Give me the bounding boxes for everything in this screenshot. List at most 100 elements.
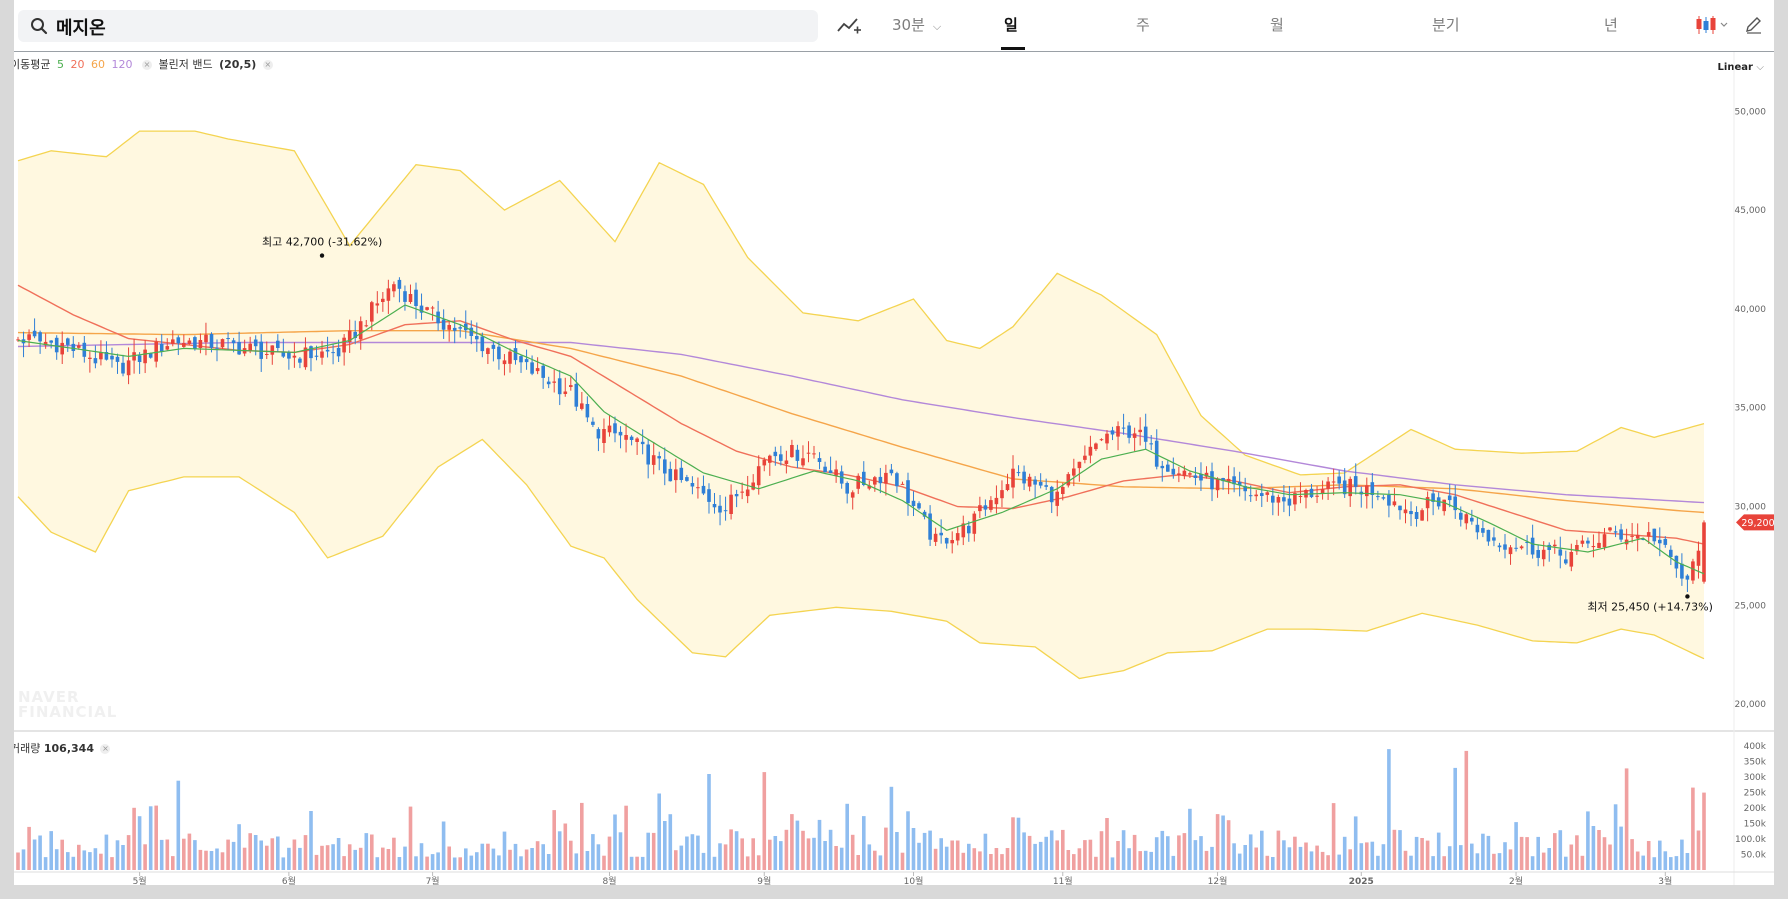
scale-mode-dropdown[interactable]: Linear ⌵ bbox=[1717, 62, 1764, 73]
add-indicator-icon[interactable] bbox=[836, 16, 862, 36]
volume-bar bbox=[1149, 851, 1153, 870]
volume-bar bbox=[231, 841, 236, 870]
candle-body bbox=[569, 385, 573, 387]
candle-body bbox=[535, 368, 540, 372]
candle-body bbox=[1298, 496, 1303, 497]
volume-bar bbox=[38, 835, 42, 870]
candle-body bbox=[817, 458, 822, 462]
volume-bar bbox=[950, 840, 954, 870]
candle-body bbox=[1011, 468, 1015, 488]
volume-bar bbox=[1669, 857, 1673, 870]
candlestick-type-icon[interactable] bbox=[1694, 14, 1730, 36]
volume-bar bbox=[1033, 843, 1037, 870]
volume-bar bbox=[502, 831, 507, 870]
volume-bar bbox=[922, 832, 927, 870]
volume-bar bbox=[779, 841, 783, 870]
volume-bar bbox=[303, 835, 308, 870]
volume-bar bbox=[1210, 846, 1214, 870]
volume-bar bbox=[82, 850, 87, 870]
naver-financial-watermark: NAVER FINANCIAL bbox=[18, 688, 118, 721]
volume-bar bbox=[27, 826, 31, 870]
candle-body bbox=[591, 421, 595, 425]
volume-bar bbox=[353, 849, 357, 870]
tab-year[interactable]: 년 bbox=[1604, 16, 1618, 34]
time-tick-label: 5월 bbox=[133, 875, 147, 885]
volume-bar bbox=[276, 836, 280, 870]
volume-bar bbox=[1569, 844, 1574, 870]
candle-body bbox=[1221, 478, 1225, 482]
volume-bar bbox=[336, 838, 341, 870]
price-chart[interactable]: 최고 42,700 (-31.62%) 최저 25,450 (+14.73%) 50… bbox=[14, 0, 1774, 885]
candle-body bbox=[1508, 547, 1513, 555]
volume-bar bbox=[1519, 836, 1524, 870]
candle-body bbox=[253, 339, 258, 347]
time-tick-label: 11월 bbox=[1053, 875, 1073, 885]
volume-bar bbox=[121, 845, 125, 870]
candle-body bbox=[447, 325, 451, 330]
candle-body bbox=[1055, 491, 1059, 506]
edit-pencil-icon[interactable] bbox=[1744, 15, 1764, 35]
candle-body bbox=[1503, 544, 1507, 550]
candle-body bbox=[768, 455, 772, 463]
volume-bar bbox=[110, 857, 114, 870]
candle-body bbox=[756, 466, 761, 486]
candle-body bbox=[182, 343, 186, 347]
volume-bar bbox=[574, 853, 579, 870]
volume-bar bbox=[696, 835, 700, 870]
candle-body bbox=[552, 381, 556, 383]
candle-body bbox=[386, 288, 391, 301]
stock-search[interactable]: 메지온 bbox=[18, 10, 818, 42]
search-icon bbox=[31, 18, 48, 35]
candle-body bbox=[1409, 511, 1413, 515]
candle-body bbox=[801, 458, 805, 466]
volume-bar bbox=[1613, 804, 1618, 870]
volume-bar bbox=[1475, 853, 1480, 870]
candle-body bbox=[779, 454, 783, 461]
candle-body bbox=[1414, 512, 1419, 519]
candle-body bbox=[1530, 537, 1535, 555]
remove-bb-icon[interactable]: × bbox=[262, 60, 273, 70]
tab-quarter[interactable]: 분기 bbox=[1432, 16, 1460, 34]
volume-bar bbox=[77, 844, 81, 870]
candle-body bbox=[452, 327, 457, 331]
price-tick-label: 45,000 bbox=[1735, 206, 1767, 216]
volume-bar bbox=[729, 829, 733, 870]
volume-bar bbox=[1304, 842, 1308, 870]
minute-interval-dropdown[interactable]: 30분 ⌵ bbox=[892, 16, 942, 34]
candle-body bbox=[1569, 552, 1574, 567]
volume-bar bbox=[16, 852, 20, 870]
candle-body bbox=[1685, 575, 1690, 580]
current-price-label: 29,200 bbox=[1741, 518, 1774, 529]
volume-bar bbox=[270, 838, 275, 870]
candle-body bbox=[1696, 550, 1701, 566]
tab-month[interactable]: 월 bbox=[1270, 16, 1284, 34]
tab-week[interactable]: 주 bbox=[1136, 16, 1150, 34]
candle-body bbox=[1276, 497, 1281, 503]
candle-body bbox=[867, 485, 872, 489]
candle-body bbox=[215, 347, 219, 349]
candle-body bbox=[1431, 493, 1435, 502]
candle-body bbox=[419, 305, 424, 313]
volume-bar bbox=[430, 854, 435, 870]
candle-body bbox=[1519, 546, 1524, 549]
volume-bar bbox=[1436, 832, 1441, 870]
volume-tick-label: 400k bbox=[1744, 742, 1767, 752]
candle-body bbox=[408, 294, 413, 302]
candle-body bbox=[1066, 474, 1071, 486]
volume-bar bbox=[580, 802, 584, 870]
candle-body bbox=[834, 469, 838, 476]
candle-body bbox=[546, 381, 551, 385]
candle-body bbox=[1381, 497, 1386, 499]
search-input[interactable]: 메지온 bbox=[56, 18, 106, 39]
remove-volume-icon[interactable]: × bbox=[100, 744, 111, 754]
candle-body bbox=[729, 494, 733, 514]
tab-day[interactable]: 일 bbox=[1004, 16, 1018, 34]
candle-body bbox=[204, 334, 208, 343]
candle-body bbox=[436, 311, 440, 324]
remove-ma-icon[interactable]: × bbox=[141, 60, 152, 70]
volume-bar bbox=[1591, 826, 1596, 870]
candle-body bbox=[1138, 429, 1142, 433]
candle-body bbox=[441, 319, 446, 330]
volume-bar bbox=[54, 849, 59, 870]
candle-body bbox=[1188, 473, 1192, 475]
